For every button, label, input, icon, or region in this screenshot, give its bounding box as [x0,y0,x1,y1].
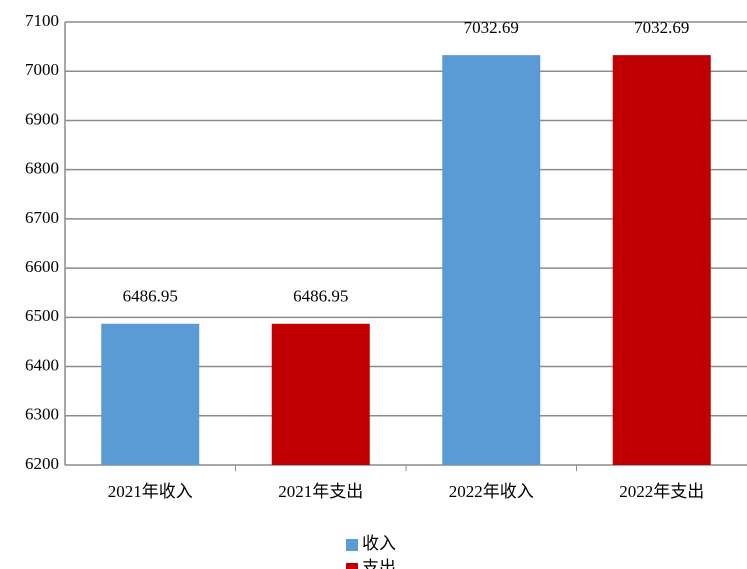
x-tick-label: 2022年支出 [619,482,704,501]
value-label: 7032.69 [634,18,689,37]
x-tick-label: 2022年收入 [449,482,534,501]
y-tick-label: 6300 [25,405,59,424]
x-tick-label: 2021年支出 [278,482,363,501]
y-tick-label: 7000 [25,60,59,79]
y-tick-label: 6700 [25,208,59,227]
x-tick-label: 2021年收入 [108,482,193,501]
bar [101,323,200,465]
value-label: 7032.69 [464,18,519,37]
legend-label: 支出 [362,558,396,569]
y-tick-label: 6400 [25,355,59,374]
bar [612,55,711,466]
y-tick-label: 6600 [25,257,59,276]
y-tick-label: 6800 [25,159,59,178]
legend-swatch [346,539,358,551]
y-tick-label: 6200 [25,454,59,473]
bar [271,323,370,465]
bar [442,55,541,466]
y-tick-label: 6500 [25,306,59,325]
legend-label: 收入 [362,534,396,553]
value-label: 6486.95 [293,287,348,306]
y-tick-label: 6900 [25,109,59,128]
value-label: 6486.95 [123,287,178,306]
y-tick-label: 7100 [25,11,59,30]
legend-swatch [346,563,358,569]
